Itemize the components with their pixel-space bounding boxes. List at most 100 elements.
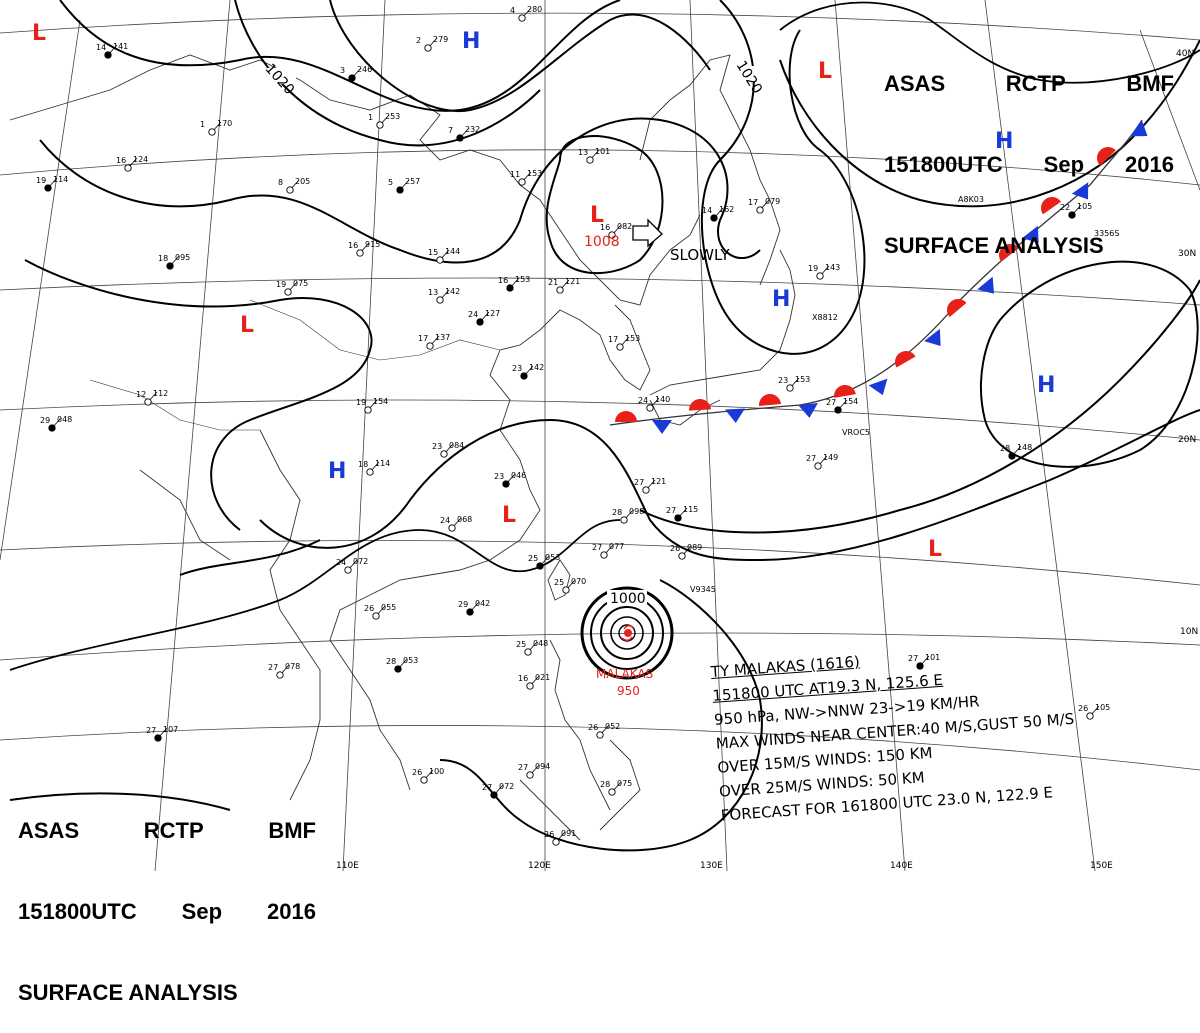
- station-pressure: 077: [609, 542, 624, 551]
- station-pressure: 915: [365, 240, 380, 249]
- station-marker: [466, 608, 474, 616]
- station-id: 3356S: [1094, 229, 1119, 238]
- station-pressure: 105: [1077, 202, 1092, 211]
- station-temperature: 27: [518, 763, 528, 772]
- station-plot: 5 257: [388, 177, 420, 194]
- station-marker: [348, 74, 356, 82]
- station-plot: 27 077: [592, 542, 624, 559]
- station-plot: 18 095: [158, 253, 190, 270]
- station-plot: 16 021: [518, 673, 550, 690]
- station-marker: [502, 480, 510, 488]
- station-pressure: 232: [465, 125, 480, 134]
- high-pressure-center: H: [462, 29, 480, 54]
- station-plot: 24 072: [336, 557, 368, 574]
- station-pressure: 075: [293, 279, 308, 288]
- station-temperature: 14: [96, 43, 106, 52]
- station-pressure: 112: [153, 389, 168, 398]
- station-id: VROC5: [842, 428, 870, 437]
- station-plot: 13 101: [578, 147, 610, 164]
- station-marker: [552, 838, 560, 846]
- lat-label: 20N: [1178, 435, 1196, 445]
- station-marker: [372, 612, 380, 620]
- station-temperature: 16: [348, 241, 358, 250]
- station-marker: [476, 318, 484, 326]
- station-pressure: 094: [535, 762, 550, 771]
- high-pressure-center: H: [772, 287, 790, 312]
- station-marker: [756, 206, 764, 214]
- station-temperature: 7: [448, 126, 453, 135]
- cold-front-symbol: [868, 378, 888, 396]
- station-pressure: 055: [381, 603, 396, 612]
- station-temperature: 21: [548, 278, 558, 287]
- station-pressure: 144: [445, 247, 460, 256]
- station-temperature: 27: [806, 454, 816, 463]
- station-temperature: 17: [608, 335, 618, 344]
- station-temperature: 24: [336, 558, 346, 567]
- station-plot: 27 149: [806, 453, 838, 470]
- station-marker: [556, 286, 564, 294]
- station-marker: [520, 372, 528, 380]
- title-product: BMF: [268, 818, 316, 843]
- title-time: 151800UTC: [884, 152, 1003, 177]
- warm-front-symbol: [689, 399, 711, 411]
- station-marker: [608, 788, 616, 796]
- station-temperature: 19: [808, 264, 818, 273]
- movement-arrow: [632, 218, 663, 248]
- station-temperature: 29: [458, 600, 468, 609]
- warm-front-symbol: [615, 411, 637, 422]
- station-plot: 19 143: [808, 263, 840, 280]
- station-temperature: 14: [702, 206, 712, 215]
- station-marker: [524, 648, 532, 656]
- station-pressure: 149: [823, 453, 838, 462]
- station-temperature: 24: [440, 516, 450, 525]
- station-plot: 1 170: [200, 119, 232, 136]
- station-pressure: 052: [605, 722, 620, 731]
- typhoon-symbol: [621, 625, 635, 641]
- station-plot: 17 137: [418, 333, 450, 350]
- station-marker: [816, 272, 824, 280]
- station-pressure: 280: [527, 5, 542, 14]
- station-marker: [526, 771, 534, 779]
- typhoon-pressure: 950: [617, 684, 640, 698]
- station-marker: [366, 468, 374, 476]
- station-temperature: 27: [268, 663, 278, 672]
- lat-label: 40N: [1176, 49, 1194, 59]
- station-plot: 16 915: [348, 240, 380, 257]
- station-temperature: 26: [670, 544, 680, 553]
- station-marker: [678, 552, 686, 560]
- station-pressure: 046: [511, 471, 526, 480]
- station-marker: [448, 524, 456, 532]
- lon-label: 110E: [336, 861, 359, 871]
- warm-front-symbol: [947, 299, 967, 318]
- station-plot: 26 089: [670, 543, 702, 560]
- station-marker: [124, 164, 132, 172]
- station-temperature: 8: [278, 178, 283, 187]
- station-marker: [104, 51, 112, 59]
- station-marker: [420, 776, 428, 784]
- low-pressure-center: L: [240, 313, 254, 338]
- station-plot: 23 153: [778, 375, 810, 392]
- station-pressure: 257: [405, 177, 420, 186]
- station-pressure: 115: [683, 505, 698, 514]
- station-temperature: 18: [358, 460, 368, 469]
- station-plot: 24 127: [468, 309, 500, 326]
- station-plot: 16 153: [498, 275, 530, 292]
- station-plot: 29 042: [458, 599, 490, 616]
- cold-front-symbol: [798, 402, 818, 418]
- station-temperature: 28: [1000, 444, 1010, 453]
- station-plot: 13 142: [428, 287, 460, 304]
- station-pressure: 162: [719, 205, 734, 214]
- station-temperature: 13: [578, 148, 588, 157]
- station-pressure: 082: [617, 222, 632, 231]
- cold-front-symbol: [1130, 119, 1148, 137]
- station-marker: [834, 406, 842, 414]
- station-marker: [642, 486, 650, 494]
- station-marker: [344, 566, 352, 574]
- station-plot: 26 055: [364, 603, 396, 620]
- station-temperature: 12: [136, 390, 146, 399]
- lon-label: 150E: [1090, 861, 1113, 871]
- station-marker: [616, 343, 624, 351]
- title-month: Sep: [1043, 152, 1085, 177]
- station-pressure: 246: [357, 65, 372, 74]
